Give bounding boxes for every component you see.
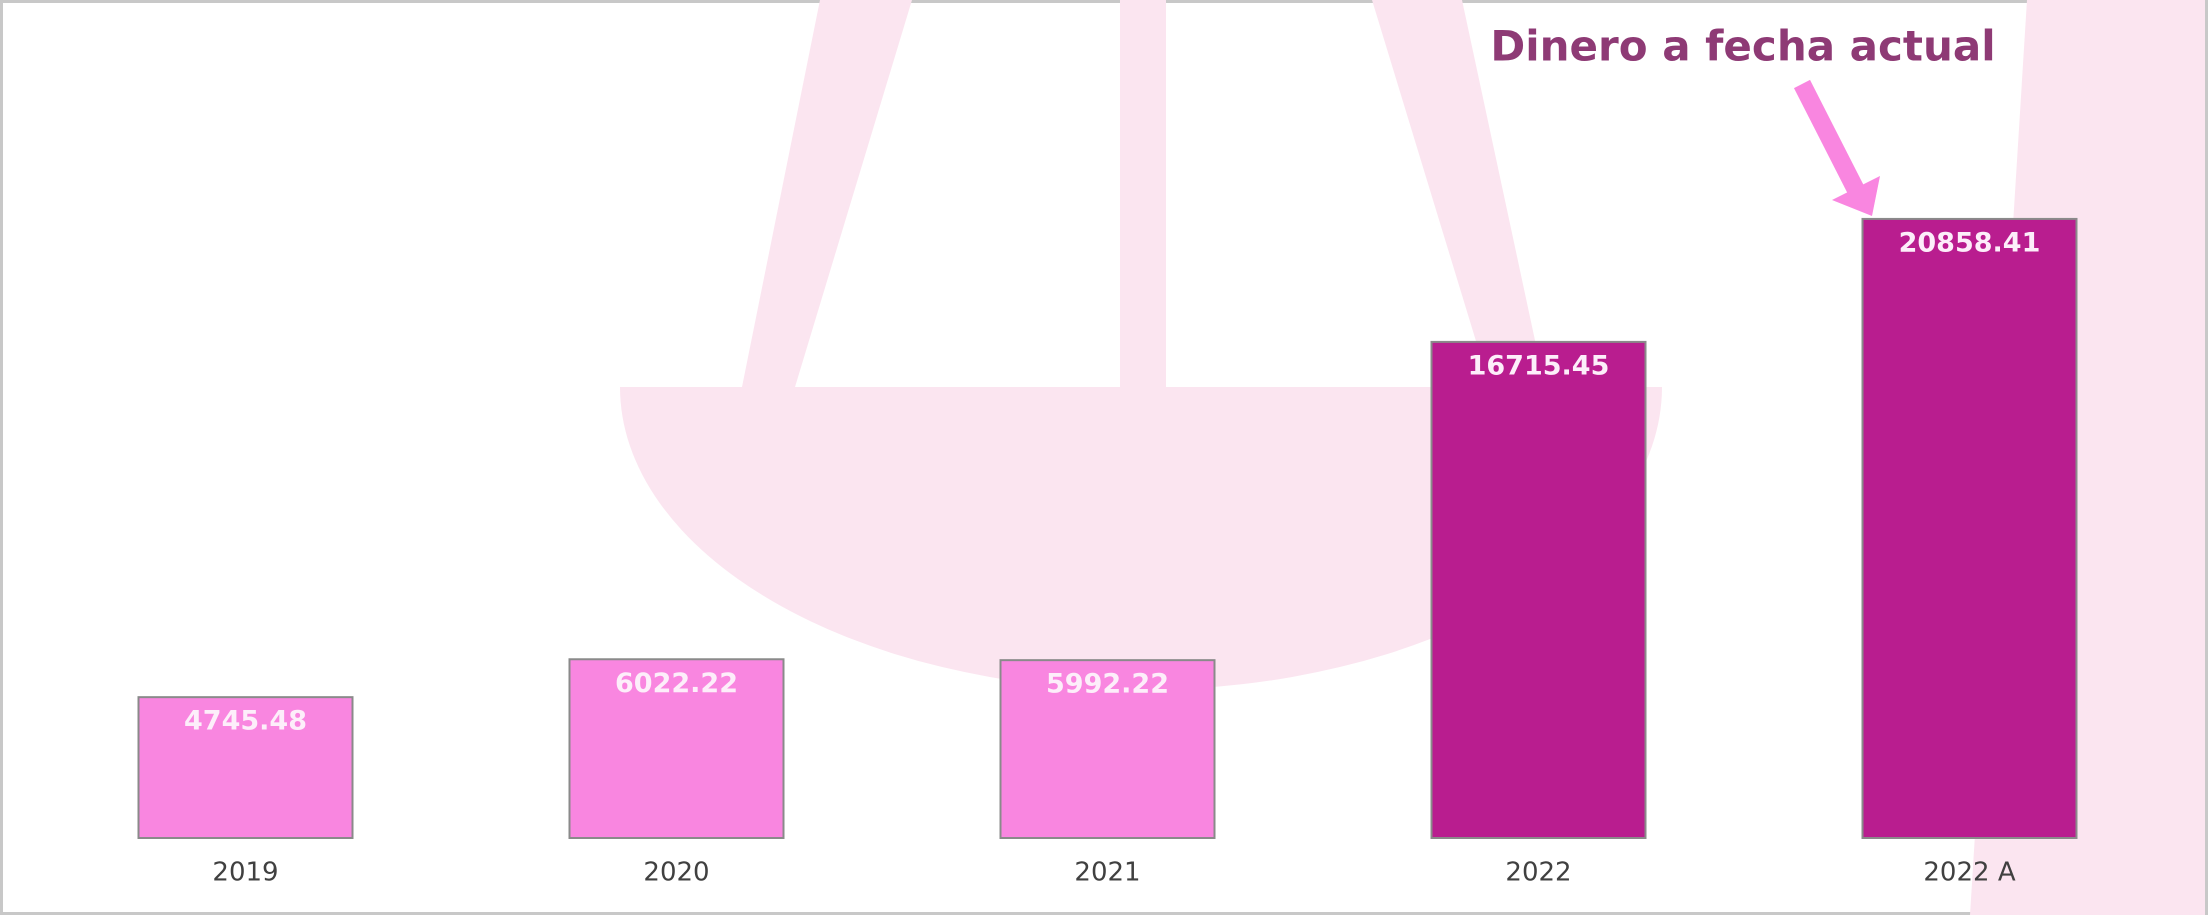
value-label: 5992.22 xyxy=(1046,669,1169,700)
value-label: 20858.41 xyxy=(1899,227,2041,258)
page: Dinero a fecha actual 4745.48 2019 6022.22… xyxy=(0,0,2208,915)
x-tick-label: 2021 xyxy=(1074,858,1140,888)
x-tick-label: 2019 xyxy=(212,858,278,888)
annotation: Dinero a fecha actual xyxy=(1490,22,1995,71)
bar xyxy=(1863,219,2077,838)
x-tick-label: 2022 xyxy=(1505,858,1571,888)
value-label: 16715.45 xyxy=(1468,350,1610,381)
bar xyxy=(1432,342,1646,838)
chart: Dinero a fecha actual 4745.48 2019 6022.22… xyxy=(0,0,2208,915)
value-label: 4745.48 xyxy=(184,706,307,737)
value-label: 6022.22 xyxy=(615,668,738,699)
x-tick-label: 2020 xyxy=(643,858,709,888)
watermark-post xyxy=(1120,0,1166,387)
x-tick-label: 2022 A xyxy=(1923,858,2015,888)
